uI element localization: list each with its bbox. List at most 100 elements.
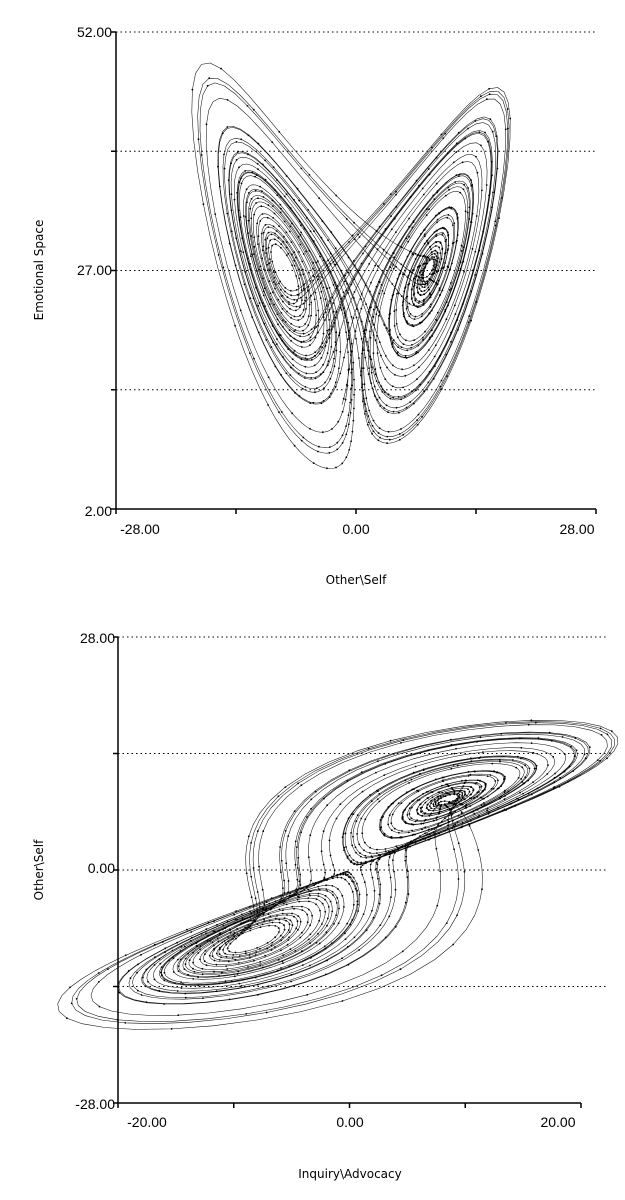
trajectory-point bbox=[312, 401, 315, 404]
trajectory-point bbox=[399, 836, 401, 839]
trajectory-point bbox=[349, 354, 352, 356]
trajectory-point bbox=[403, 273, 406, 276]
trajectory-point bbox=[161, 974, 163, 977]
trajectory-point bbox=[310, 359, 313, 361]
trajectory-point bbox=[418, 366, 420, 369]
trajectory-point bbox=[568, 765, 571, 768]
trajectory-point bbox=[443, 803, 446, 806]
trajectory-point bbox=[277, 959, 280, 961]
trajectory-point bbox=[424, 283, 426, 286]
trajectory-point bbox=[422, 792, 424, 795]
trajectory-point bbox=[339, 372, 342, 375]
trajectory-point bbox=[444, 132, 447, 135]
trajectory-point bbox=[367, 350, 370, 352]
trajectory-point bbox=[468, 825, 471, 827]
trajectory-point bbox=[408, 818, 411, 821]
trajectory-point bbox=[360, 320, 363, 323]
trajectory-point bbox=[446, 827, 449, 830]
trajectory-point bbox=[177, 965, 180, 967]
trajectory-point bbox=[206, 84, 209, 87]
trajectory-point bbox=[348, 871, 351, 874]
trajectory-point bbox=[455, 747, 457, 750]
trajectory-point bbox=[353, 264, 356, 267]
trajectory-point bbox=[268, 280, 271, 283]
trajectory-point bbox=[344, 314, 347, 317]
trajectory-point bbox=[416, 809, 418, 811]
trajectory-point bbox=[418, 276, 421, 279]
trajectory-point bbox=[417, 306, 419, 309]
trajectory-point bbox=[285, 246, 288, 249]
trajectory-point bbox=[343, 295, 346, 298]
trajectory-point bbox=[397, 346, 400, 349]
trajectory-point bbox=[433, 280, 435, 283]
trajectory-point bbox=[296, 867, 299, 869]
trajectory-point bbox=[431, 279, 434, 282]
trajectory-point bbox=[356, 814, 359, 817]
trajectory-point bbox=[390, 829, 393, 832]
trajectory-point bbox=[291, 358, 294, 361]
trajectory-point bbox=[437, 797, 440, 800]
trajectory-point bbox=[255, 202, 257, 204]
trajectory-point bbox=[372, 430, 375, 433]
trajectory-point bbox=[407, 240, 410, 243]
trajectory-point bbox=[354, 846, 357, 849]
trajectory-point bbox=[439, 294, 442, 296]
trajectory-point bbox=[289, 225, 292, 228]
trajectory-point bbox=[354, 330, 357, 333]
trajectory-point bbox=[310, 314, 312, 317]
trajectory-point bbox=[336, 441, 339, 444]
trajectory-point bbox=[457, 329, 459, 331]
trajectory-point bbox=[400, 428, 402, 430]
trajectory-point bbox=[419, 803, 421, 806]
trajectory-point bbox=[408, 813, 411, 815]
trajectory-point bbox=[523, 782, 526, 785]
trajectory-point bbox=[308, 271, 310, 274]
trajectory-point bbox=[286, 310, 288, 313]
trajectory-point bbox=[426, 803, 429, 806]
trajectory-point bbox=[453, 752, 456, 755]
trajectory-point bbox=[282, 902, 285, 905]
trajectory-point bbox=[570, 745, 572, 748]
trajectory-point bbox=[456, 764, 459, 767]
trajectory-point bbox=[379, 436, 381, 439]
trajectory-point bbox=[291, 264, 293, 267]
trajectory-point bbox=[234, 264, 237, 267]
trajectory-point bbox=[360, 866, 362, 869]
trajectory-point bbox=[470, 290, 473, 293]
trajectory-point bbox=[328, 452, 331, 454]
trajectory-point bbox=[428, 258, 431, 261]
trajectory-point bbox=[307, 286, 310, 288]
trajectory-point bbox=[205, 123, 208, 126]
trajectory-point bbox=[234, 951, 237, 954]
trajectory-point bbox=[242, 928, 245, 931]
trajectory-point bbox=[388, 333, 391, 336]
trajectory-point bbox=[434, 800, 436, 803]
trajectory-point bbox=[359, 869, 362, 871]
trajectory-point bbox=[480, 144, 482, 147]
trajectory-point bbox=[293, 907, 295, 910]
trajectory-point bbox=[454, 181, 457, 183]
trajectory-point bbox=[309, 942, 311, 944]
trajectory-point bbox=[388, 853, 391, 855]
trajectory-point bbox=[399, 333, 401, 336]
trajectory-point bbox=[301, 268, 304, 271]
trajectory-point bbox=[373, 889, 376, 892]
trajectory-point bbox=[300, 439, 303, 442]
trajectory-point bbox=[470, 793, 472, 796]
trajectory-point bbox=[427, 809, 430, 812]
trajectory-point bbox=[270, 949, 273, 951]
trajectory-point bbox=[305, 308, 307, 310]
trajectory-point bbox=[394, 888, 397, 891]
trajectory-point bbox=[291, 253, 293, 256]
trajectory-point bbox=[338, 332, 341, 334]
trajectory-point bbox=[432, 258, 435, 261]
trajectory-point bbox=[345, 846, 347, 848]
trajectory-point bbox=[144, 985, 147, 988]
trajectory-point bbox=[421, 828, 423, 831]
trajectory-point bbox=[308, 900, 310, 903]
trajectory-point bbox=[447, 785, 450, 788]
trajectory-point bbox=[310, 879, 312, 882]
trajectory-point bbox=[301, 260, 304, 263]
trajectory-point bbox=[341, 442, 344, 444]
trajectory-point bbox=[319, 345, 322, 348]
